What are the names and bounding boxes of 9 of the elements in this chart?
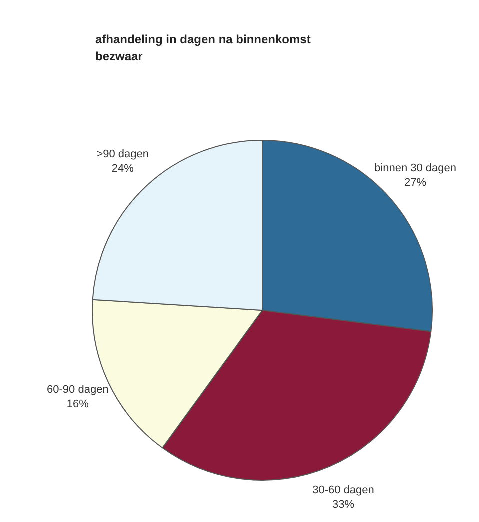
data-label: 16% [66, 398, 90, 411]
data-label: 24% [112, 162, 134, 175]
slice-label: 30-60 dagen [312, 484, 374, 497]
slice-label: binnen 30 dagen [374, 162, 457, 174]
slice-label: >90 dagen [96, 148, 150, 161]
slice-label: 60-90 dagen [47, 384, 109, 396]
data-label: 27% [404, 176, 427, 189]
chart-title: afhandeling in dagen na binnenkomst bezwaar [96, 32, 311, 64]
data-label: 33% [332, 498, 355, 511]
